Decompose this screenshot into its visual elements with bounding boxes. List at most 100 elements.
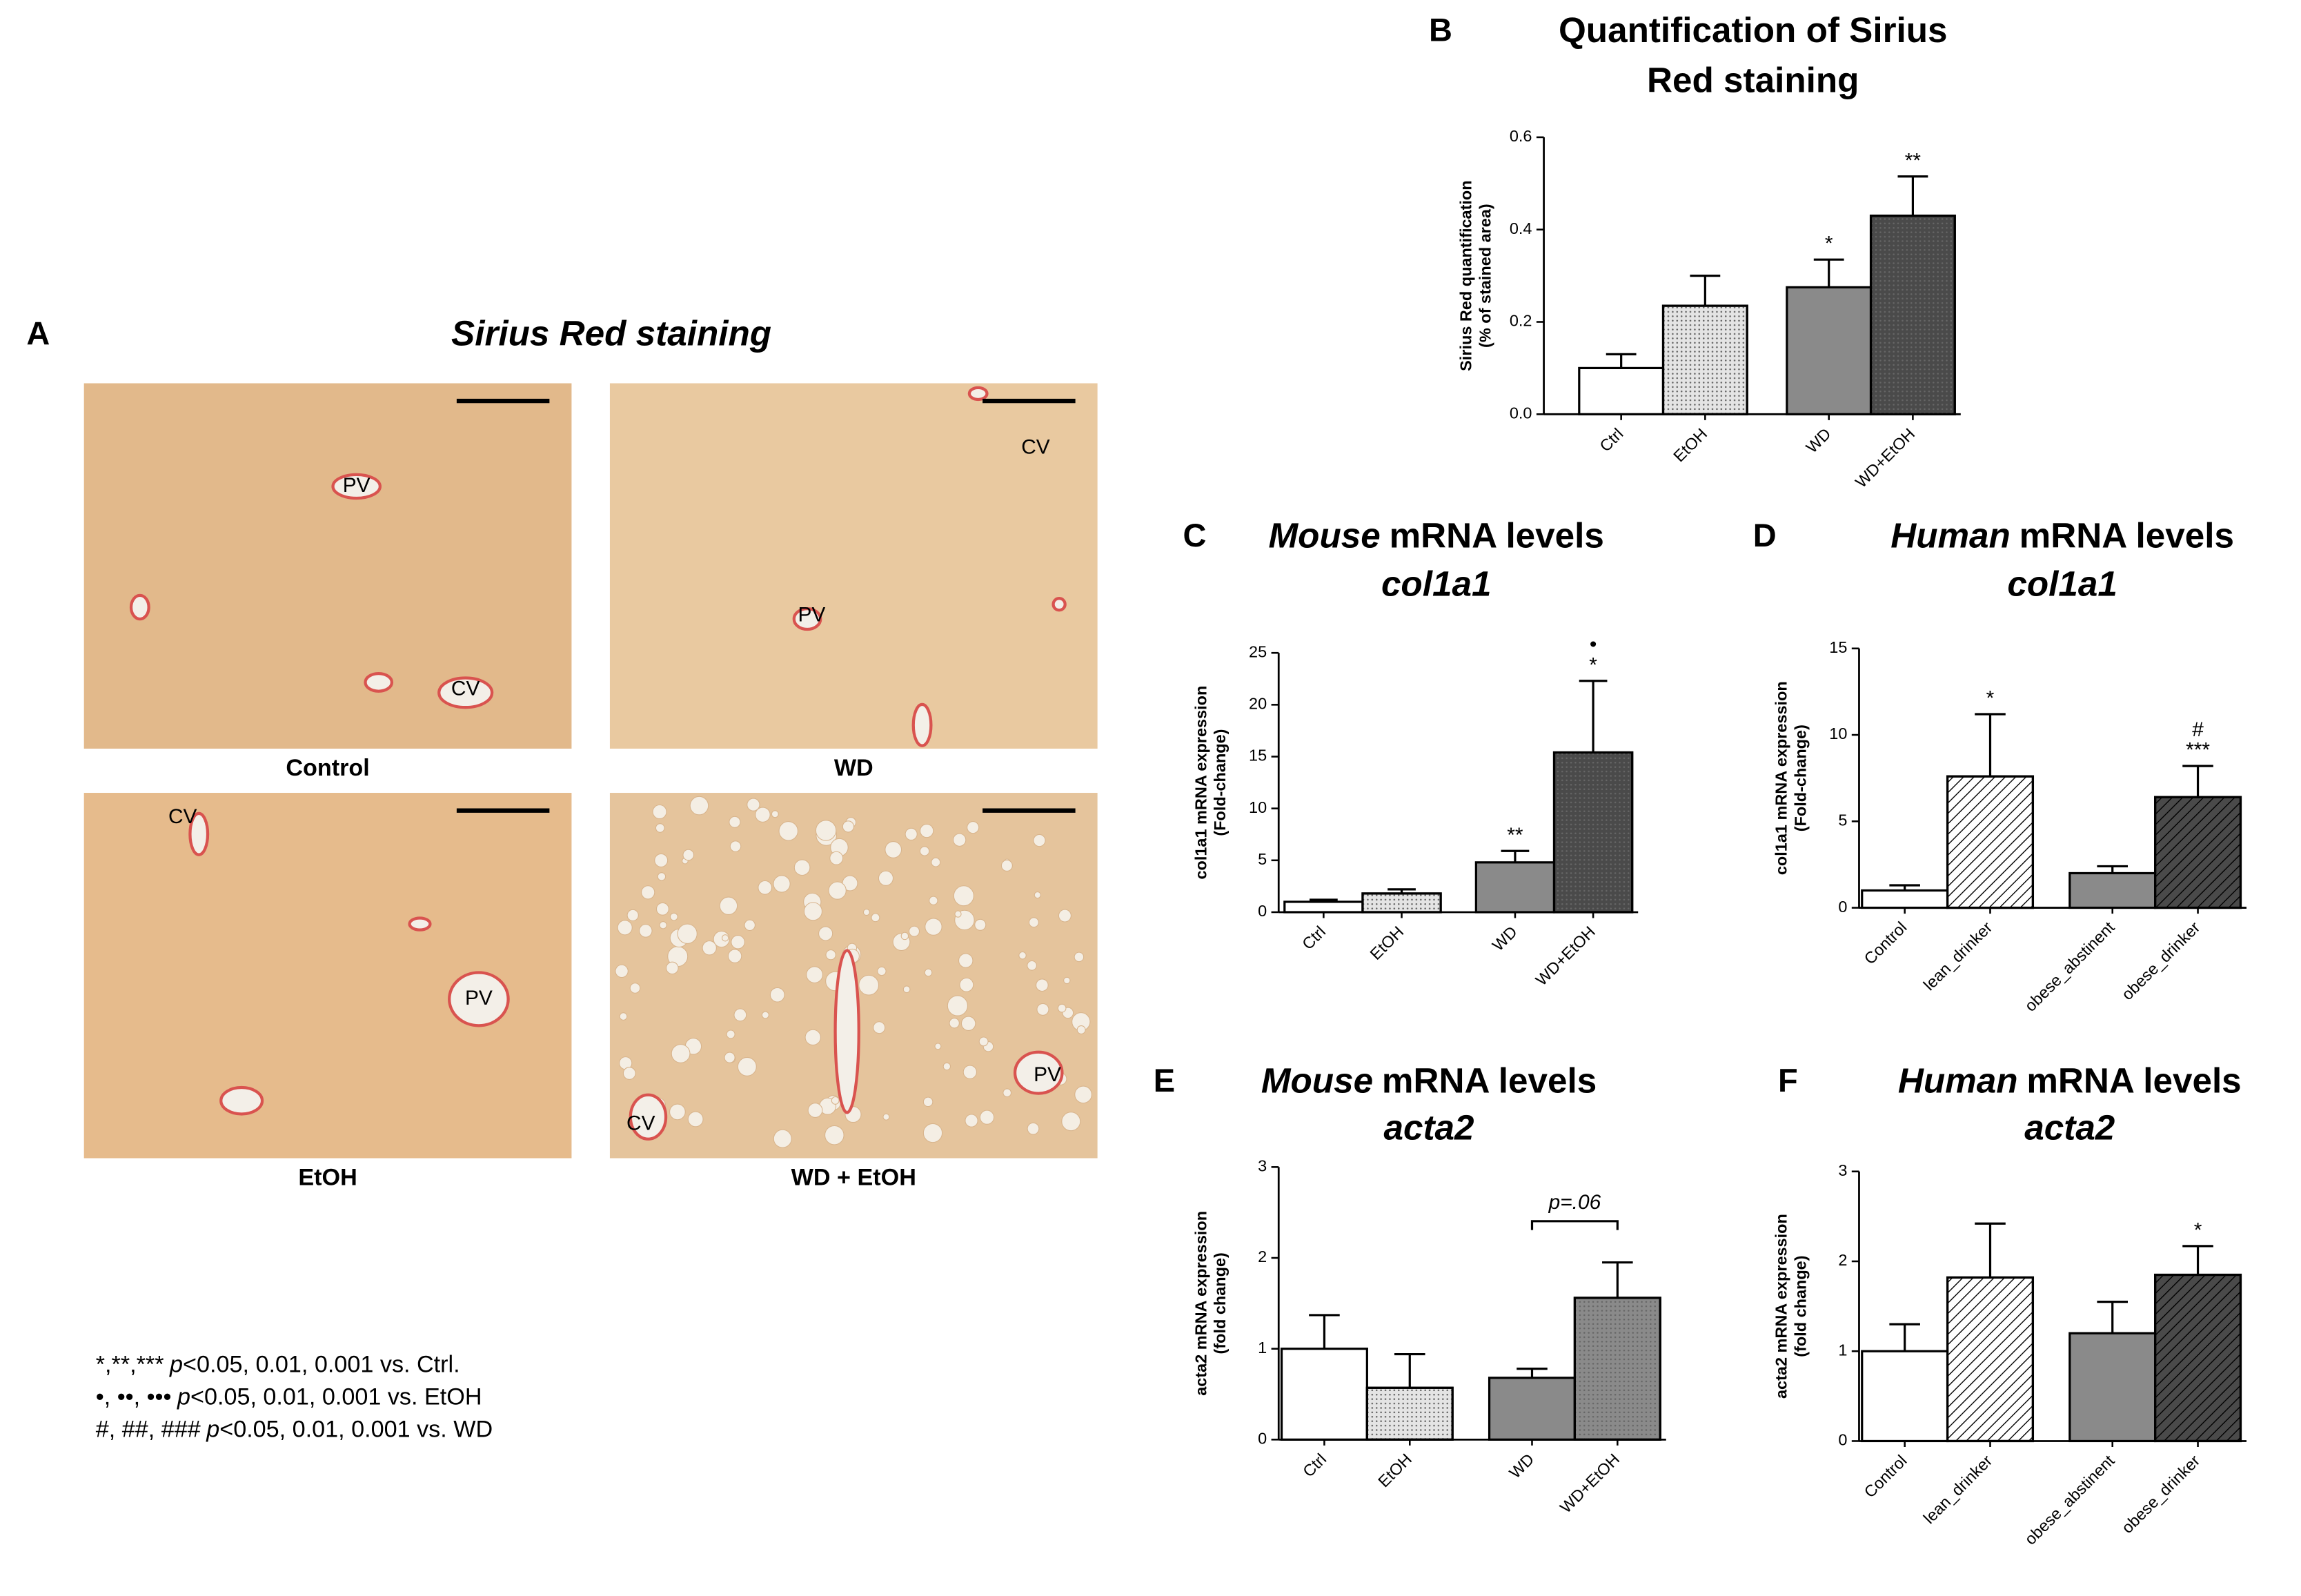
- vessel: [364, 671, 394, 693]
- panel-title: Sirius Red staining: [451, 314, 771, 353]
- fat-droplet: [1028, 917, 1039, 928]
- fat-droplet: [677, 923, 698, 944]
- fat-droplet: [958, 953, 974, 968]
- fat-droplet: [1018, 951, 1027, 960]
- vessel: [331, 473, 382, 500]
- fat-droplet: [878, 870, 894, 886]
- fat-droplet: [953, 833, 967, 847]
- fat-droplet: [825, 949, 836, 960]
- title-text: mRNA levels: [2019, 515, 2234, 555]
- fat-droplet: [900, 932, 909, 940]
- y-tick-label: 10: [1829, 725, 1847, 742]
- fat-droplet: [960, 1016, 976, 1031]
- y-tick-label: 0: [1838, 1431, 1847, 1449]
- fat-droplet: [922, 1123, 943, 1143]
- bar: [1578, 366, 1665, 415]
- fat-droplet: [824, 1125, 845, 1145]
- vessel: [437, 676, 494, 709]
- y-tick-label: 15: [1829, 638, 1847, 656]
- title-species: Human: [1898, 1061, 2018, 1100]
- vessel: [1051, 597, 1067, 612]
- fat-droplet: [953, 885, 974, 907]
- fat-droplet: [652, 804, 667, 820]
- chart-subtitle: col1a1: [2007, 564, 2117, 604]
- y-tick-label: 3: [1258, 1157, 1267, 1175]
- chart-subtitle: acta2: [1384, 1107, 1474, 1147]
- chart-title: Mouse mRNA levels: [1268, 515, 1603, 555]
- fat-droplet: [818, 926, 833, 941]
- panel-letter: E: [1154, 1062, 1175, 1099]
- fat-droplet: [669, 912, 678, 921]
- vessel-label: CV: [1021, 435, 1050, 458]
- title-text: mRNA levels: [1390, 515, 1604, 555]
- fat-droplet: [905, 827, 918, 840]
- bar: [1280, 1348, 1368, 1441]
- fat-droplet: [1036, 978, 1049, 992]
- significance-mark: *: [1589, 653, 1597, 676]
- panel-letter: A: [26, 315, 50, 352]
- image-caption: WD + EtOH: [791, 1164, 916, 1190]
- fat-droplet: [1061, 1112, 1081, 1132]
- fat-droplet: [726, 1029, 735, 1039]
- fat-droplet: [1058, 909, 1072, 923]
- fat-droplet: [755, 807, 771, 822]
- bracket: [1530, 1220, 1619, 1230]
- y-tick-label: 0.6: [1510, 127, 1532, 145]
- footnote-line: #, ##, ### p<0.05, 0.01, 0.001 vs. WD: [96, 1417, 493, 1443]
- fat-droplet: [669, 1103, 686, 1121]
- fat-droplet: [773, 875, 791, 893]
- fat-droplet: [962, 1065, 978, 1079]
- fat-droplet: [655, 823, 665, 833]
- y-tick-label: 20: [1249, 695, 1267, 713]
- fat-droplet: [974, 918, 987, 931]
- vessel: [1013, 1050, 1064, 1095]
- fat-droplet: [654, 853, 669, 867]
- bar-pattern: [1661, 304, 1748, 415]
- fat-droplet: [909, 925, 920, 937]
- fat-droplet: [929, 896, 938, 905]
- bar-pattern: [1946, 775, 2035, 909]
- fat-droplet: [773, 1129, 792, 1148]
- vessel: [629, 1093, 668, 1141]
- bar: [1861, 1350, 1949, 1443]
- fat-droplet: [657, 872, 666, 881]
- y-tick-label: 0.0: [1510, 404, 1532, 422]
- fat-droplet: [761, 1011, 769, 1019]
- bar-pattern: [1365, 1386, 1454, 1441]
- fat-droplet: [617, 920, 633, 936]
- fat-droplet: [979, 1110, 995, 1125]
- fat-droplet: [807, 1103, 823, 1118]
- fat-droplet: [1074, 952, 1085, 963]
- fat-droplet: [871, 913, 880, 923]
- footnote-p: p: [206, 1417, 219, 1443]
- fat-droplet: [719, 896, 738, 915]
- bar: [1861, 889, 1949, 909]
- y-tick-label: 3: [1838, 1161, 1847, 1179]
- bar: [1488, 1377, 1577, 1441]
- fat-droplet: [806, 966, 823, 983]
- y-tick-label: 0: [1258, 1430, 1267, 1448]
- significance-mark: *: [1986, 687, 1995, 710]
- fat-droplet: [622, 1067, 636, 1080]
- footnote-p: p: [177, 1384, 190, 1410]
- fat-droplet: [641, 885, 655, 900]
- fat-droplet: [1036, 1003, 1049, 1016]
- fat-droplet: [619, 1012, 628, 1021]
- y-axis-label: (% of stained area): [1477, 204, 1494, 348]
- panel-letter: C: [1183, 517, 1206, 553]
- fat-droplet: [687, 1111, 704, 1127]
- micrograph: [609, 383, 1098, 749]
- bar-pattern: [1573, 1297, 1661, 1441]
- footnote-text: <0.05, 0.01, 0.001 vs. Ctrl.: [183, 1352, 460, 1378]
- image-caption: EtOH: [298, 1164, 357, 1190]
- title-species: Mouse: [1268, 515, 1380, 555]
- panel-letter: F: [1778, 1062, 1798, 1099]
- y-tick-label: 15: [1249, 747, 1267, 765]
- y-axis-label: col1a1 mRNA expression: [1772, 681, 1790, 875]
- fat-droplet: [931, 857, 941, 867]
- bar: [1786, 286, 1873, 415]
- y-tick-label: 0.4: [1510, 219, 1532, 237]
- bar: [1283, 900, 1364, 914]
- y-tick-label: 0: [1838, 898, 1847, 916]
